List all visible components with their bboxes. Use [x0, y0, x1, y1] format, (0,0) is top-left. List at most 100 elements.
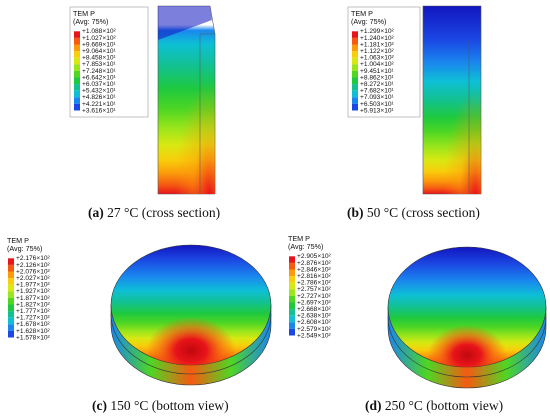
legend-swatch — [74, 70, 80, 78]
panel-a-canvas: TEM P (Avg: 75%) +1.088×10²+1.027×10²+9.… — [69, 5, 216, 195]
panel-d-canvas: TEM P (Avg: 75%) +2.905×10²+2.876×10²+2.… — [288, 234, 547, 389]
legend-label: +1.027×10² — [82, 35, 117, 42]
panel-c: TEM P (Avg: 75%) +2.176×10² +2.126×10² +2.… — [0, 230, 275, 420]
legend-swatch — [289, 282, 295, 290]
legend-b: TEM P (Avg: 75%) +1.299×10²+1.240×10²+1.… — [347, 6, 421, 118]
legend-frame — [347, 6, 421, 118]
legend-label: +1.877×10² — [16, 295, 51, 302]
legend-label: +7.853×10¹ — [82, 61, 117, 68]
legend-swatch — [352, 70, 358, 78]
disk-side-line — [387, 316, 547, 378]
legend-label: +2.816×10² — [297, 273, 332, 280]
legend-label: +9.064×10¹ — [82, 48, 117, 55]
legend-subtitle: (Avg: 75%) — [7, 244, 42, 253]
legend-swatch — [8, 278, 14, 285]
legend-label: +1.578×10² — [16, 334, 51, 341]
caption-letter: (d) — [365, 398, 382, 413]
legend-swatch — [8, 311, 14, 318]
legend-swatch — [352, 84, 358, 91]
legend-label: +1.827×10² — [16, 301, 51, 308]
legend-subtitle: (Avg: 75%) — [351, 17, 386, 26]
legend-swatch — [352, 51, 358, 58]
legend-label: +7.093×10¹ — [360, 94, 395, 101]
legend-swatch — [289, 328, 295, 336]
legend-swatch — [8, 297, 14, 305]
caption-a: (a) 27 °C (cross section) — [88, 205, 220, 221]
legend-label: +1.088×10² — [82, 28, 117, 35]
legend-title: TEM P — [73, 9, 95, 18]
disk-side-line — [110, 313, 272, 375]
legend-label: +2.876×10² — [297, 260, 332, 267]
legend-title: TEM P — [351, 9, 373, 18]
legend-label: +1.004×10² — [360, 61, 395, 68]
legend-swatch — [8, 291, 14, 298]
legend-label: +2.668×10² — [297, 306, 332, 313]
caption-letter: (c) — [92, 398, 107, 413]
legend-swatch — [289, 315, 295, 323]
cross-section-shading — [423, 6, 481, 194]
legend-label: +8.862×10¹ — [360, 74, 395, 81]
legend-label: +1.240×10² — [360, 35, 395, 42]
legend-swatch — [74, 31, 80, 38]
legend-a: TEM P (Avg: 75%) +1.088×10²+1.027×10²+9.… — [69, 6, 149, 118]
legend-swatch — [74, 51, 80, 58]
legend-swatch — [8, 258, 14, 265]
legend-label: +6.503×10¹ — [360, 101, 395, 108]
legend-swatch — [289, 289, 295, 296]
legend-swatch — [352, 97, 358, 104]
caption-text: 150 °C (bottom view) — [110, 398, 229, 413]
legend-label: +6.037×10¹ — [82, 81, 117, 88]
legend-label: +2.126×10² — [16, 262, 51, 269]
legend-label: +2.727×10² — [297, 293, 332, 300]
legend-label: +1.678×10² — [16, 321, 51, 328]
legend-swatch — [74, 103, 80, 111]
panel-d: TEM P (Avg: 75%) +2.905×10² +2.876×10² +2.… — [275, 230, 550, 420]
cross-section-shading — [158, 6, 215, 194]
panel-a: TEM P (Avg: 75%) +1.088×10² +1.027×10² +9.… — [0, 0, 275, 230]
legend-label: +1.181×10² — [360, 41, 395, 48]
legend-swatch — [289, 276, 295, 283]
legend-frame — [69, 6, 149, 118]
legend-swatch — [352, 31, 358, 38]
legend-label: +2.027×10² — [16, 275, 51, 282]
legend-swatch — [74, 37, 80, 45]
legend-swatch — [352, 77, 358, 85]
legend-swatch — [8, 330, 14, 338]
legend-label: +5.432×10¹ — [82, 88, 117, 95]
caption-letter: (a) — [88, 205, 104, 220]
caption-letter: (b) — [347, 205, 364, 220]
legend-label: +2.786×10² — [297, 280, 332, 287]
legend-label: +1.727×10² — [16, 315, 51, 322]
legend-swatch — [8, 264, 14, 272]
legend-label: +2.076×10² — [16, 268, 51, 275]
legend-swatch — [8, 284, 14, 292]
legend-swatch — [74, 44, 80, 52]
legend-swatch — [352, 103, 358, 111]
panel-b-canvas: TEM P (Avg: 75%) +1.299×10²+1.240×10²+1.… — [347, 5, 482, 195]
caption-text: 50 °C (cross section) — [366, 205, 480, 220]
legend-swatch — [352, 90, 358, 98]
legend-swatch — [289, 262, 295, 270]
legend-swatch — [289, 295, 295, 303]
legend-swatch — [8, 271, 14, 279]
legend-swatch — [289, 309, 295, 316]
legend-label: +8.272×10¹ — [360, 81, 395, 88]
legend-swatch — [289, 256, 295, 263]
legend-swatch — [352, 57, 358, 65]
legend-swatch — [352, 44, 358, 52]
disk-hotspot — [388, 247, 546, 367]
legend-label: +5.913×10¹ — [360, 107, 395, 114]
legend-title: TEM P — [288, 234, 310, 243]
legend-swatch — [74, 84, 80, 91]
legend-label: +2.757×10² — [297, 286, 332, 293]
cross-section-top-blue — [158, 6, 212, 40]
caption-text: 27 °C (cross section) — [107, 205, 221, 220]
legend-label: +2.549×10² — [297, 332, 332, 339]
legend-label: +2.608×10² — [297, 319, 332, 326]
caption-b: (b) 50 °C (cross section) — [347, 205, 480, 221]
legend-label: +2.638×10² — [297, 313, 332, 320]
legend-label: +6.642×10¹ — [82, 74, 117, 81]
legend-swatch — [289, 322, 295, 329]
disk-hotspot — [111, 245, 271, 365]
